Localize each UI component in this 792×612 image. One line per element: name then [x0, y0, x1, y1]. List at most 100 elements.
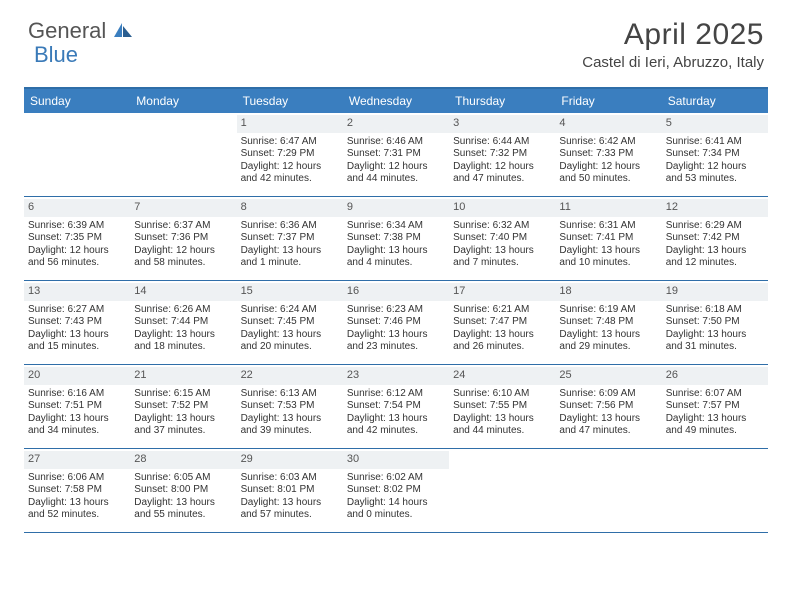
brand-logo: General	[28, 18, 136, 44]
calendar-cell: 28Sunrise: 6:05 AMSunset: 8:00 PMDayligh…	[130, 449, 236, 533]
daylight-line: Daylight: 12 hours and 47 minutes.	[453, 161, 551, 186]
sunset-line: Sunset: 7:47 PM	[453, 316, 551, 329]
sunset-line: Sunset: 7:36 PM	[134, 232, 232, 245]
daylight-line: Daylight: 12 hours and 53 minutes.	[666, 161, 764, 186]
calendar-cell: 17Sunrise: 6:21 AMSunset: 7:47 PMDayligh…	[449, 281, 555, 365]
calendar-cell-empty	[130, 113, 236, 197]
sunset-line: Sunset: 7:50 PM	[666, 316, 764, 329]
weekday-header-cell: Friday	[555, 89, 661, 113]
sunrise-line: Sunrise: 6:23 AM	[347, 304, 445, 317]
day-number: 19	[662, 283, 768, 301]
day-number: 27	[24, 451, 130, 469]
sunrise-line: Sunrise: 6:44 AM	[453, 136, 551, 149]
calendar-cell: 7Sunrise: 6:37 AMSunset: 7:36 PMDaylight…	[130, 197, 236, 281]
sunset-line: Sunset: 7:33 PM	[559, 148, 657, 161]
calendar-cell: 8Sunrise: 6:36 AMSunset: 7:37 PMDaylight…	[237, 197, 343, 281]
calendar: SundayMondayTuesdayWednesdayThursdayFrid…	[24, 87, 768, 533]
day-number: 6	[24, 199, 130, 217]
sunrise-line: Sunrise: 6:13 AM	[241, 388, 339, 401]
calendar-cell: 14Sunrise: 6:26 AMSunset: 7:44 PMDayligh…	[130, 281, 236, 365]
sunset-line: Sunset: 7:53 PM	[241, 400, 339, 413]
day-number: 20	[24, 367, 130, 385]
daylight-line: Daylight: 13 hours and 20 minutes.	[241, 329, 339, 354]
daylight-line: Daylight: 13 hours and 47 minutes.	[559, 413, 657, 438]
day-number: 13	[24, 283, 130, 301]
daylight-line: Daylight: 12 hours and 58 minutes.	[134, 245, 232, 270]
day-number: 24	[449, 367, 555, 385]
daylight-line: Daylight: 13 hours and 1 minute.	[241, 245, 339, 270]
sunset-line: Sunset: 7:40 PM	[453, 232, 551, 245]
daylight-line: Daylight: 13 hours and 26 minutes.	[453, 329, 551, 354]
sunrise-line: Sunrise: 6:12 AM	[347, 388, 445, 401]
weekday-header-cell: Tuesday	[237, 89, 343, 113]
sunset-line: Sunset: 7:55 PM	[453, 400, 551, 413]
day-number: 17	[449, 283, 555, 301]
calendar-cell: 9Sunrise: 6:34 AMSunset: 7:38 PMDaylight…	[343, 197, 449, 281]
daylight-line: Daylight: 13 hours and 42 minutes.	[347, 413, 445, 438]
daylight-line: Daylight: 13 hours and 34 minutes.	[28, 413, 126, 438]
calendar-cell: 4Sunrise: 6:42 AMSunset: 7:33 PMDaylight…	[555, 113, 661, 197]
daylight-line: Daylight: 13 hours and 37 minutes.	[134, 413, 232, 438]
daylight-line: Daylight: 13 hours and 44 minutes.	[453, 413, 551, 438]
sunrise-line: Sunrise: 6:16 AM	[28, 388, 126, 401]
sunrise-line: Sunrise: 6:41 AM	[666, 136, 764, 149]
calendar-cell: 6Sunrise: 6:39 AMSunset: 7:35 PMDaylight…	[24, 197, 130, 281]
sunrise-line: Sunrise: 6:02 AM	[347, 472, 445, 485]
calendar-cell: 19Sunrise: 6:18 AMSunset: 7:50 PMDayligh…	[662, 281, 768, 365]
day-number: 28	[130, 451, 236, 469]
sunrise-line: Sunrise: 6:29 AM	[666, 220, 764, 233]
sunset-line: Sunset: 7:52 PM	[134, 400, 232, 413]
calendar-cell: 18Sunrise: 6:19 AMSunset: 7:48 PMDayligh…	[555, 281, 661, 365]
sunset-line: Sunset: 7:44 PM	[134, 316, 232, 329]
weekday-header-cell: Thursday	[449, 89, 555, 113]
day-number: 2	[343, 115, 449, 133]
sunset-line: Sunset: 7:31 PM	[347, 148, 445, 161]
day-number: 12	[662, 199, 768, 217]
calendar-cell: 23Sunrise: 6:12 AMSunset: 7:54 PMDayligh…	[343, 365, 449, 449]
day-number: 21	[130, 367, 236, 385]
day-number: 22	[237, 367, 343, 385]
day-number: 11	[555, 199, 661, 217]
sunset-line: Sunset: 7:42 PM	[666, 232, 764, 245]
day-number: 18	[555, 283, 661, 301]
day-number: 30	[343, 451, 449, 469]
daylight-line: Daylight: 13 hours and 15 minutes.	[28, 329, 126, 354]
weekday-header-cell: Wednesday	[343, 89, 449, 113]
daylight-line: Daylight: 12 hours and 50 minutes.	[559, 161, 657, 186]
sunrise-line: Sunrise: 6:46 AM	[347, 136, 445, 149]
day-number: 25	[555, 367, 661, 385]
day-number: 4	[555, 115, 661, 133]
daylight-line: Daylight: 13 hours and 7 minutes.	[453, 245, 551, 270]
calendar-cell: 27Sunrise: 6:06 AMSunset: 7:58 PMDayligh…	[24, 449, 130, 533]
sunset-line: Sunset: 7:43 PM	[28, 316, 126, 329]
calendar-cell: 1Sunrise: 6:47 AMSunset: 7:29 PMDaylight…	[237, 113, 343, 197]
sunset-line: Sunset: 7:34 PM	[666, 148, 764, 161]
sunset-line: Sunset: 8:02 PM	[347, 484, 445, 497]
daylight-line: Daylight: 13 hours and 4 minutes.	[347, 245, 445, 270]
daylight-line: Daylight: 13 hours and 49 minutes.	[666, 413, 764, 438]
day-number: 3	[449, 115, 555, 133]
day-number: 8	[237, 199, 343, 217]
sunrise-line: Sunrise: 6:36 AM	[241, 220, 339, 233]
sunrise-line: Sunrise: 6:26 AM	[134, 304, 232, 317]
daylight-line: Daylight: 13 hours and 10 minutes.	[559, 245, 657, 270]
page-title: April 2025	[582, 18, 764, 52]
sunrise-line: Sunrise: 6:07 AM	[666, 388, 764, 401]
calendar-cell: 30Sunrise: 6:02 AMSunset: 8:02 PMDayligh…	[343, 449, 449, 533]
calendar-cell: 29Sunrise: 6:03 AMSunset: 8:01 PMDayligh…	[237, 449, 343, 533]
sunset-line: Sunset: 7:48 PM	[559, 316, 657, 329]
calendar-weekday-header: SundayMondayTuesdayWednesdayThursdayFrid…	[24, 89, 768, 113]
sunrise-line: Sunrise: 6:34 AM	[347, 220, 445, 233]
day-number: 14	[130, 283, 236, 301]
weekday-header-cell: Monday	[130, 89, 236, 113]
page-header: General April 2025 Castel di Ieri, Abruz…	[0, 0, 792, 79]
sunrise-line: Sunrise: 6:27 AM	[28, 304, 126, 317]
daylight-line: Daylight: 13 hours and 39 minutes.	[241, 413, 339, 438]
sunrise-line: Sunrise: 6:09 AM	[559, 388, 657, 401]
calendar-cell: 11Sunrise: 6:31 AMSunset: 7:41 PMDayligh…	[555, 197, 661, 281]
sunrise-line: Sunrise: 6:15 AM	[134, 388, 232, 401]
sunrise-line: Sunrise: 6:10 AM	[453, 388, 551, 401]
sunrise-line: Sunrise: 6:03 AM	[241, 472, 339, 485]
daylight-line: Daylight: 13 hours and 23 minutes.	[347, 329, 445, 354]
daylight-line: Daylight: 13 hours and 55 minutes.	[134, 497, 232, 522]
